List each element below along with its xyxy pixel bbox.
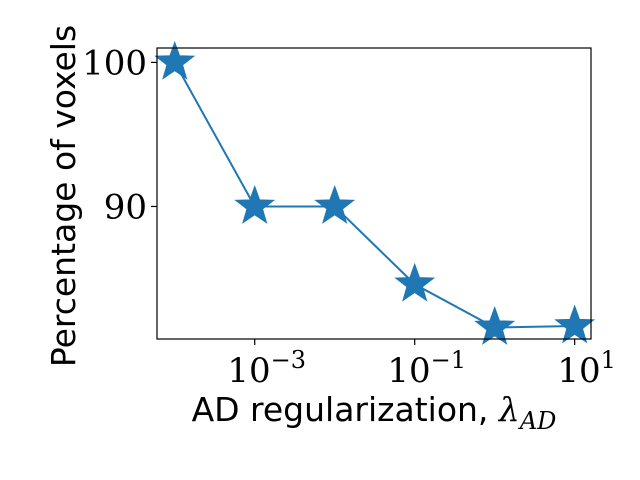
data-point-star bbox=[474, 306, 516, 345]
x-axis-label-symbol: λ bbox=[497, 390, 520, 429]
x-axis-label: AD regularization, λAD bbox=[192, 390, 557, 435]
y-tick-label: 100 bbox=[82, 43, 147, 83]
y-tick-label: 90 bbox=[104, 187, 147, 227]
data-point-star bbox=[554, 304, 596, 344]
y-axis-label: Percentage of voxels bbox=[44, 25, 83, 367]
series-line bbox=[173, 61, 575, 329]
x-tick-label: 101 bbox=[557, 346, 616, 391]
x-axis-label-subscript: AD bbox=[518, 407, 557, 435]
data-point-star bbox=[314, 184, 356, 224]
data-point-star bbox=[154, 40, 196, 80]
ticks-layer: 90 100 10−3 10−1 101 bbox=[82, 43, 616, 391]
x-axis-label-text: AD regularization, bbox=[192, 390, 499, 429]
series-layer bbox=[154, 40, 596, 345]
plot-frame bbox=[156, 47, 592, 340]
x-tick-label: 10−3 bbox=[227, 346, 306, 391]
data-point-star bbox=[394, 262, 436, 302]
x-tick-label: 10−1 bbox=[387, 346, 466, 391]
data-point-star bbox=[234, 184, 276, 224]
